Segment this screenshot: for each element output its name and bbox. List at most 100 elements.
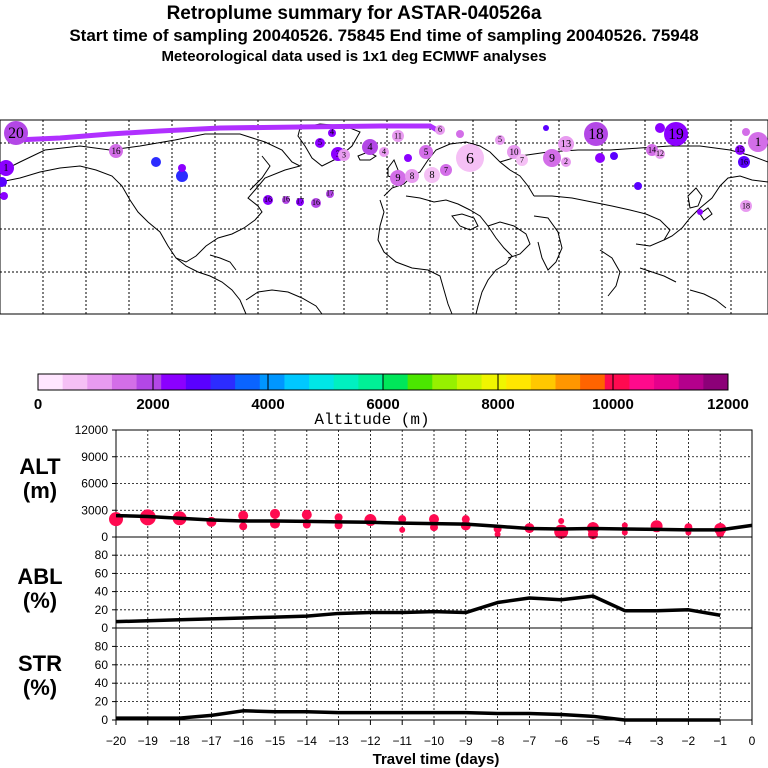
x-tick-label: −8 bbox=[491, 734, 505, 748]
colorbar-swatch bbox=[87, 374, 113, 390]
x-tick-label: −15 bbox=[265, 734, 286, 748]
plume-marker-label: 17 bbox=[296, 197, 304, 206]
alt-scatter-point bbox=[301, 509, 312, 520]
plume-marker bbox=[0, 192, 8, 200]
colorbar-swatch bbox=[629, 374, 655, 390]
str-y-tick-label: 20 bbox=[95, 695, 109, 709]
plume-marker-label: 4 bbox=[382, 147, 386, 156]
plume-marker-label: 7 bbox=[520, 155, 524, 164]
colorbar-swatch bbox=[136, 374, 162, 390]
altitude-colorbar: 0 2000 4000 6000 8000 10000 12000 bbox=[34, 373, 749, 413]
plume-marker bbox=[634, 182, 642, 190]
plume-marker bbox=[311, 198, 321, 208]
x-tick-label: −11 bbox=[392, 734, 412, 748]
abl-y-tick-label: 0 bbox=[101, 621, 108, 635]
alt-scatter-point bbox=[364, 514, 377, 527]
plume-marker bbox=[558, 136, 574, 152]
alt-scatter-point bbox=[239, 522, 248, 531]
plume-marker-label: 11 bbox=[394, 131, 402, 140]
colorbar-tick-label: 12000 bbox=[707, 396, 749, 413]
chart-title: Retroplume summary for ASTAR-040526a bbox=[166, 3, 542, 24]
plume-marker-label: 16 bbox=[111, 146, 121, 156]
colorbar-swatch bbox=[185, 374, 211, 390]
colorbar-tick-label: 2000 bbox=[136, 396, 169, 413]
str-y-tick-label: 80 bbox=[95, 639, 109, 653]
plume-marker bbox=[338, 149, 350, 161]
plume-marker-label: 3 bbox=[342, 150, 346, 159]
plume-marker bbox=[440, 164, 452, 176]
plume-marker-label: 17 bbox=[326, 189, 334, 198]
alt-y-tick-label: 12000 bbox=[75, 423, 109, 437]
sampling-times: Start time of sampling 20040526. 75845 E… bbox=[69, 26, 699, 45]
plume-marker-label: 5 bbox=[424, 147, 429, 157]
colorbar-swatch bbox=[259, 374, 285, 390]
plume-marker bbox=[495, 135, 505, 145]
plume-marker bbox=[419, 145, 433, 159]
plume-marker-label: 16 bbox=[312, 198, 320, 207]
abl-y-tick-label: 40 bbox=[95, 585, 109, 599]
plume-marker bbox=[0, 177, 7, 187]
x-tick-label: −9 bbox=[459, 734, 473, 748]
colorbar-swatch bbox=[309, 374, 335, 390]
plume-marker bbox=[151, 157, 161, 167]
plume-marker bbox=[296, 198, 304, 206]
plume-marker bbox=[655, 123, 665, 133]
plume-marker-label: 16 bbox=[282, 195, 290, 204]
plume-marker bbox=[697, 209, 703, 215]
plume-marker bbox=[424, 167, 440, 183]
plume-marker-label: 14 bbox=[648, 145, 656, 154]
plume-marker-label: 4 bbox=[367, 142, 373, 153]
plume-marker bbox=[543, 125, 549, 131]
plume-marker bbox=[516, 154, 528, 166]
colorbar-swatch bbox=[481, 374, 507, 390]
plume-marker bbox=[379, 147, 389, 157]
colorbar-swatch bbox=[654, 374, 680, 390]
x-tick-label: −6 bbox=[554, 734, 568, 748]
plume-marker bbox=[740, 200, 752, 212]
plume-marker bbox=[390, 170, 406, 186]
alt-scatter-point bbox=[238, 510, 249, 521]
alt-scatter-point bbox=[621, 522, 628, 529]
plume-marker-label: 8 bbox=[429, 170, 434, 181]
abl-y-tick-label: 20 bbox=[95, 603, 109, 617]
colorbar-swatch bbox=[38, 374, 64, 390]
plume-marker bbox=[328, 129, 336, 137]
plume-marker-label: 7 bbox=[444, 165, 448, 174]
abl-label: ABL (%) bbox=[17, 564, 63, 613]
plume-marker-label: 13 bbox=[561, 139, 571, 150]
plume-marker bbox=[664, 122, 688, 146]
plume-marker bbox=[584, 122, 608, 146]
plume-marker-label: 6 bbox=[466, 151, 474, 168]
colorbar-swatch bbox=[580, 374, 606, 390]
plume-marker bbox=[748, 132, 768, 152]
colorbar-swatch bbox=[506, 374, 532, 390]
plume-marker-label: 12 bbox=[656, 149, 664, 158]
alt-scatter-point bbox=[621, 529, 628, 536]
alt-label: ALT (m) bbox=[19, 454, 61, 503]
colorbar-swatch bbox=[284, 374, 310, 390]
plume-marker bbox=[362, 139, 378, 155]
plume-marker-label: 20 bbox=[8, 125, 24, 142]
x-tick-label: −18 bbox=[169, 734, 190, 748]
colorbar-swatch bbox=[333, 374, 359, 390]
x-tick-label: −19 bbox=[138, 734, 159, 748]
plume-marker bbox=[178, 164, 186, 172]
colorbar-swatch bbox=[62, 374, 88, 390]
plume-marker bbox=[435, 125, 445, 135]
plume-marker bbox=[610, 152, 618, 160]
plume-marker-label: 2 bbox=[564, 157, 568, 166]
x-tick-label: −3 bbox=[650, 734, 664, 748]
colorbar-swatch bbox=[604, 374, 630, 390]
plume-marker-label: 16 bbox=[264, 195, 272, 204]
abl-line bbox=[115, 594, 721, 624]
plume-marker-label: 9 bbox=[549, 152, 555, 165]
x-tick-label: −1 bbox=[713, 734, 727, 748]
plume-marker bbox=[326, 190, 334, 198]
colorbar-swatch bbox=[358, 374, 384, 390]
colorbar-swatch bbox=[383, 374, 409, 390]
plume-marker-label: 5 bbox=[318, 138, 322, 147]
abl-y-tick-label: 60 bbox=[95, 566, 109, 580]
colorbar-swatch bbox=[456, 374, 483, 390]
